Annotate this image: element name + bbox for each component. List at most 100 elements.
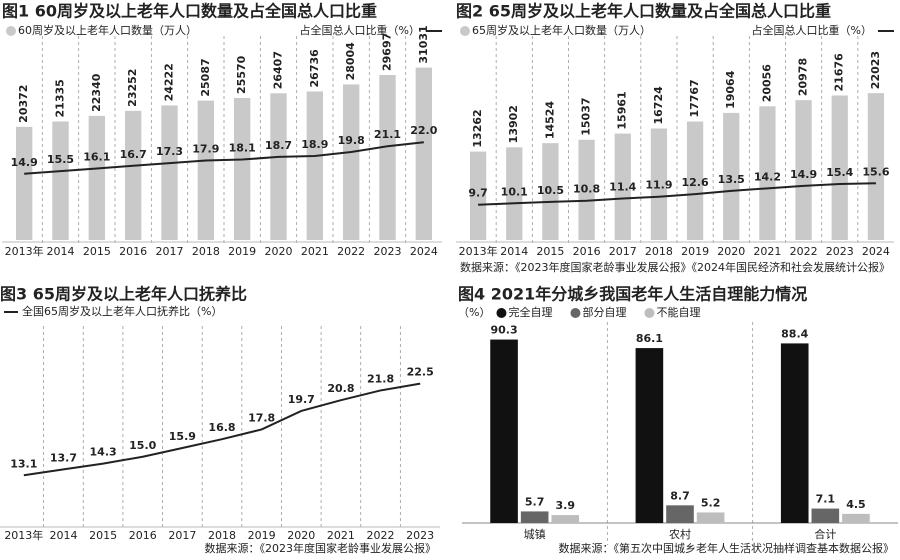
- value-label: 24222: [163, 63, 176, 101]
- bar: [270, 93, 287, 241]
- x-tick-label: 2013年: [5, 244, 44, 258]
- value-label: 18.9: [301, 138, 328, 151]
- legend-label: 完全自理: [508, 305, 552, 319]
- bar: [469, 151, 487, 240]
- value-label: 10.8: [573, 183, 600, 196]
- chart-title: 图4 2021年分城乡我国老年人生活自理能力情况: [458, 285, 807, 304]
- value-label: 5.7: [525, 495, 545, 508]
- bar: [867, 93, 885, 241]
- x-tick-label: 农村: [669, 527, 691, 541]
- legend-label: 65周岁及以上老年人口数量（万人）: [472, 23, 651, 37]
- legend-swatch: [460, 26, 470, 36]
- value-label: 21.1: [374, 128, 401, 141]
- value-label: 26736: [308, 49, 321, 88]
- bar: [161, 105, 178, 240]
- value-label: 14.9: [11, 156, 38, 169]
- legend-label: 60周岁及以上老年人口数量（万人）: [18, 23, 197, 37]
- bar: [542, 143, 559, 240]
- x-tick-label: 2022: [337, 245, 365, 258]
- value-label: 13.7: [50, 451, 77, 464]
- legend-swatch: [644, 308, 655, 318]
- value-label: 20.8: [327, 382, 354, 395]
- value-label: 31031: [417, 25, 430, 63]
- x-tick-label: 2014: [47, 245, 75, 258]
- value-label: 14.3: [90, 446, 117, 459]
- x-tick-label: 2017: [609, 245, 637, 258]
- line: [24, 141, 424, 175]
- x-tick-label: 2018: [208, 529, 236, 542]
- value-label: 25087: [199, 58, 212, 96]
- value-label: 25570: [235, 55, 248, 94]
- value-label: 16724: [652, 86, 665, 125]
- value-label: 17.3: [156, 145, 183, 158]
- line: [478, 182, 876, 206]
- chart-title: 图3 65周岁及以上老年人口抚养比: [0, 285, 247, 304]
- x-tick-label: 2024: [410, 245, 438, 258]
- value-label: 29697: [381, 33, 394, 71]
- chart-title: 图1 60周岁及以上老年人口数量及占全国总人口比重: [2, 2, 377, 21]
- value-label: 17.8: [248, 411, 275, 424]
- value-label: 26407: [272, 51, 285, 89]
- value-label: 11.9: [645, 179, 672, 192]
- bar: [842, 513, 870, 523]
- value-label: 16.7: [120, 148, 147, 161]
- x-tick-label: 2013年: [459, 244, 498, 258]
- value-label: 13.5: [718, 173, 745, 186]
- bar: [233, 97, 251, 240]
- value-label: 13.1: [10, 457, 37, 470]
- bar: [831, 95, 848, 240]
- x-tick-label: 2019: [248, 529, 276, 542]
- value-label: 17767: [688, 79, 701, 117]
- x-tick-label: 2021: [327, 529, 355, 542]
- value-label: 15.6: [862, 165, 889, 178]
- value-label: 17.9: [192, 142, 219, 155]
- bar: [614, 133, 631, 240]
- value-label: 13262: [471, 109, 484, 147]
- value-label: 22.0: [410, 124, 437, 137]
- legend-label: 占全国总人口比重（%）: [752, 23, 872, 37]
- value-label: 15.4: [826, 166, 853, 179]
- source-note: 数据来源：《2023年度国家老龄事业发展公报》: [205, 541, 437, 555]
- x-tick-label: 合计: [814, 527, 836, 541]
- bar: [124, 110, 142, 240]
- value-label: 28004: [344, 42, 357, 81]
- bar: [506, 147, 523, 240]
- x-tick-label: 城镇: [524, 527, 546, 541]
- value-label: 90.3: [490, 324, 517, 337]
- bar: [306, 91, 324, 240]
- value-label: 20056: [760, 64, 773, 103]
- value-label: 21335: [54, 79, 67, 117]
- x-tick-label: 2021: [753, 245, 781, 258]
- value-label: 15.9: [169, 430, 196, 443]
- bar: [52, 121, 69, 240]
- x-tick-label: 2023: [374, 245, 402, 258]
- bar: [15, 126, 33, 240]
- value-label: 88.4: [781, 327, 808, 340]
- value-label: 18.1: [229, 142, 256, 155]
- value-label: 15.0: [129, 439, 156, 452]
- x-tick-label: 2014: [49, 529, 77, 542]
- value-label: 14.9: [790, 168, 817, 181]
- value-label: 10.1: [501, 185, 528, 198]
- legend-swatch: [570, 308, 581, 318]
- value-label: 23252: [126, 69, 139, 107]
- x-tick-label: 2017: [168, 529, 196, 542]
- value-label: 12.6: [682, 176, 709, 189]
- value-label: 14524: [543, 101, 556, 140]
- bar: [197, 100, 215, 240]
- value-label: 22.5: [407, 366, 434, 379]
- legend-label: 部分自理: [582, 305, 626, 319]
- x-tick-label: 2015: [536, 245, 564, 258]
- x-tick-label: 2023: [826, 245, 854, 258]
- bar: [551, 515, 580, 523]
- legend-swatch: [496, 308, 507, 318]
- x-tick-label: 2015: [89, 529, 117, 542]
- x-tick-label: 2018: [645, 245, 673, 258]
- value-label: 19.8: [338, 134, 365, 147]
- x-tick-label: 2022: [367, 529, 395, 542]
- x-tick-label: 2021: [301, 245, 329, 258]
- bar: [666, 505, 694, 523]
- chart-title: 图2 65周岁及以上老年人口数量及占全国总人口比重: [456, 2, 831, 21]
